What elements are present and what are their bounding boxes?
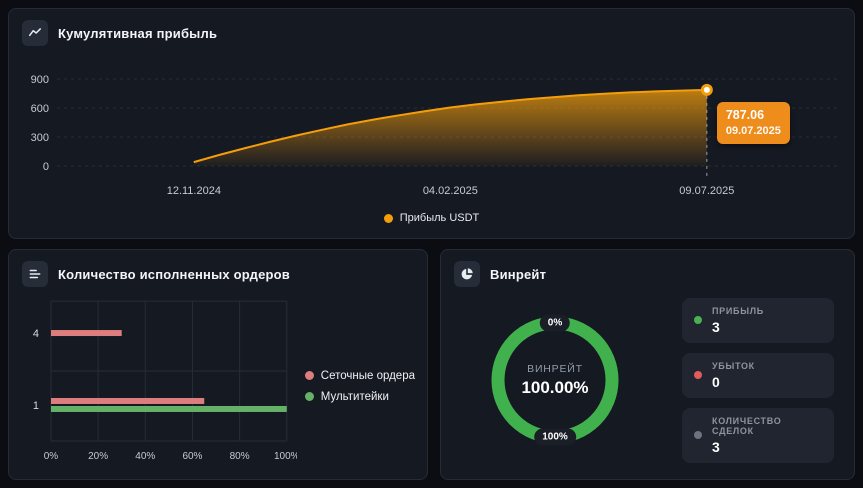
orders-chart-area: 0% 20% 40% 60% 80% 100% 4 1 Сеточные ордера Мул… (9, 293, 427, 475)
last-point-tooltip: 787.06 09.07.2025 (716, 101, 790, 144)
orders-panel-header: Количество исполненных ордеров (9, 250, 427, 293)
pie-chart-icon (454, 261, 480, 287)
loss-label: УБЫТОК (712, 360, 755, 371)
orders-bar-chart[interactable]: 0% 20% 40% 60% 80% 100% 4 1 (15, 297, 297, 475)
svg-text:80%: 80% (230, 451, 250, 462)
profit-label: ПРИБЫЛЬ (712, 305, 764, 316)
winrate-panel-title: Винрейт (490, 266, 547, 282)
svg-text:1: 1 (33, 400, 39, 412)
trades-dot (694, 431, 702, 439)
winrate-panel: Винрейт 0% 100% ВИНРЕЙТ 100.00% ПРИБЫЛЬ (440, 249, 855, 480)
legend-label-grid-orders: Сеточные ордера (320, 369, 415, 382)
stat-card-trades: КОЛИЧЕСТВО СДЕЛОК 3 (682, 407, 834, 463)
cumulative-chart-area: 0 300 600 900 12.11.2024 04.02.2025 09.07.2025… (9, 54, 854, 211)
order-list-icon (22, 261, 48, 287)
svg-text:09.07.2025: 09.07.2025 (679, 185, 734, 197)
cumulative-panel-header: Кумулятивная прибыль (9, 9, 854, 52)
svg-text:600: 600 (31, 103, 49, 115)
svg-text:300: 300 (31, 132, 49, 144)
cumulative-profit-panel: Кумулятивная прибыль 0 300 600 900 12.11.202… (8, 8, 855, 239)
legend-label-profit: Прибыль USDT (399, 212, 480, 224)
profit-dot (694, 316, 702, 324)
orders-legend: Сеточные ордера Мультитейки (304, 369, 415, 403)
stat-card-profit: ПРИБЫЛЬ 3 (682, 297, 834, 343)
profit-value: 3 (712, 318, 720, 335)
stat-card-loss: УБЫТОК 0 (682, 352, 834, 398)
cumulative-legend[interactable]: Прибыль USDT (9, 212, 854, 224)
svg-text:0: 0 (43, 161, 49, 173)
winrate-donut[interactable]: 0% 100% ВИНРЕЙТ 100.00% (475, 295, 635, 465)
winrate-panel-header: Винрейт (441, 250, 854, 293)
tooltip-value: 787.06 (725, 107, 765, 122)
donut-bottom-label: 100% (534, 428, 576, 446)
svg-text:900: 900 (31, 74, 49, 86)
svg-text:4: 4 (33, 328, 39, 340)
svg-text:0%: 0% (44, 451, 59, 462)
cumulative-panel-title: Кумулятивная прибыль (58, 25, 218, 41)
svg-text:04.02.2025: 04.02.2025 (423, 185, 478, 197)
bottom-row: Количество исполненных ордеров 0% 20% 40% 6… (8, 249, 855, 480)
svg-text:20%: 20% (88, 451, 108, 462)
svg-text:12.11.2024: 12.11.2024 (167, 185, 221, 197)
winrate-stats: ПРИБЫЛЬ 3 УБЫТОК 0 КОЛИЧЕСТВО СДЕЛОК 3 (682, 297, 834, 463)
winrate-body: 0% 100% ВИНРЕЙТ 100.00% ПРИБЫЛЬ 3 (441, 293, 854, 465)
donut-top-label: 0% (539, 314, 571, 332)
loss-value: 0 (712, 373, 720, 390)
legend-label-multitakes: Мультитейки (320, 390, 389, 403)
legend-dot-multitakes (304, 392, 314, 401)
trades-value: 3 (712, 438, 720, 455)
executed-orders-panel: Количество исполненных ордеров 0% 20% 40% 6… (8, 249, 428, 480)
tooltip-date: 09.07.2025 (725, 124, 781, 137)
trades-label: КОЛИЧЕСТВО СДЕЛОК (712, 415, 782, 436)
loss-dot (694, 371, 702, 379)
svg-text:40%: 40% (135, 451, 155, 462)
cumulative-line-chart[interactable]: 0 300 600 900 12.11.2024 04.02.2025 09.07.2025 (9, 54, 854, 206)
svg-text:60%: 60% (182, 451, 202, 462)
legend-item-multitakes[interactable]: Мультитейки (304, 390, 415, 403)
legend-dot-grid-orders (304, 371, 314, 380)
legend-item-grid-orders[interactable]: Сеточные ордера (304, 369, 415, 382)
orders-panel-title: Количество исполненных ордеров (58, 266, 290, 282)
line-chart-icon (22, 20, 48, 46)
svg-text:100%: 100% (274, 451, 297, 462)
legend-dot-profit (383, 213, 393, 223)
